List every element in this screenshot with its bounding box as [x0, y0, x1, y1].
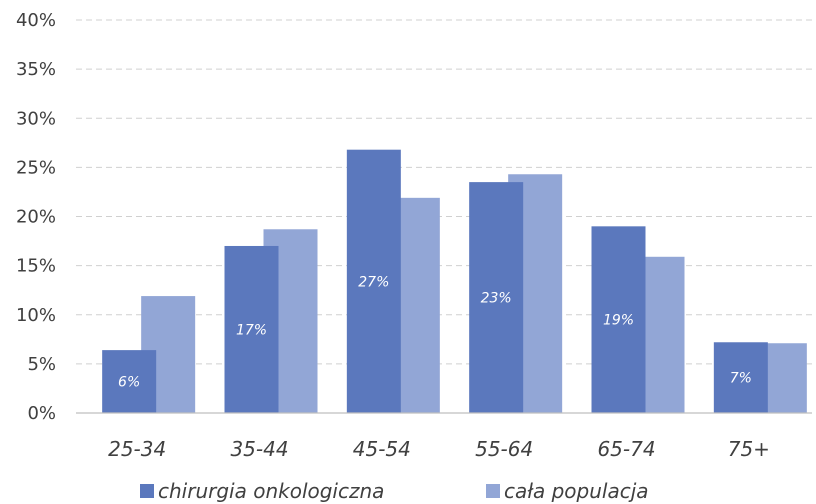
bar-chirurgia-onkologiczna	[713, 342, 768, 413]
data-label: 19%	[603, 313, 634, 329]
data-labels: 6% 17% 27% 23% 19% 7%	[118, 274, 752, 390]
y-axis-ticks: 0% 5% 10% 15% 20% 25% 30% 35% 40%	[16, 10, 56, 424]
bars	[102, 149, 807, 413]
data-label: 7%	[730, 371, 752, 387]
data-label: 23%	[481, 291, 512, 307]
legend: chirurgia onkologiczna cała populacja	[140, 479, 649, 503]
bar-chirurgia-onkologiczna	[346, 149, 401, 413]
data-label: 6%	[118, 375, 140, 391]
x-tick-label: 65-74	[597, 437, 655, 461]
data-label: 27%	[358, 274, 389, 290]
y-tick-label: 15%	[16, 256, 56, 277]
legend-swatch	[486, 484, 500, 498]
bar-chirurgia-onkologiczna	[102, 350, 157, 413]
x-tick-label: 75+	[728, 437, 770, 461]
x-axis-ticks: 25-34 35-44 45-54 55-64 65-74 75+	[108, 437, 770, 461]
y-tick-label: 20%	[16, 207, 56, 228]
bar-chirurgia-onkologiczna	[591, 226, 646, 413]
y-tick-label: 5%	[27, 354, 56, 375]
y-tick-label: 25%	[16, 157, 56, 178]
bar-chirurgia-onkologiczna	[224, 245, 279, 413]
x-tick-label: 35-44	[230, 437, 288, 461]
x-tick-label: 25-34	[108, 437, 166, 461]
x-tick-label: 45-54	[353, 437, 411, 461]
y-tick-label: 0%	[27, 403, 56, 424]
legend-swatch	[140, 484, 154, 498]
bar-chirurgia-onkologiczna	[469, 182, 524, 413]
legend-label: chirurgia onkologiczna	[158, 479, 384, 503]
y-tick-label: 30%	[16, 108, 56, 129]
y-tick-label: 35%	[16, 59, 56, 80]
x-tick-label: 55-64	[475, 437, 533, 461]
y-tick-label: 40%	[16, 10, 56, 31]
data-label: 17%	[236, 322, 267, 338]
y-tick-label: 10%	[16, 305, 56, 326]
grid-lines	[76, 19, 812, 365]
legend-label: cała populacja	[504, 479, 649, 503]
